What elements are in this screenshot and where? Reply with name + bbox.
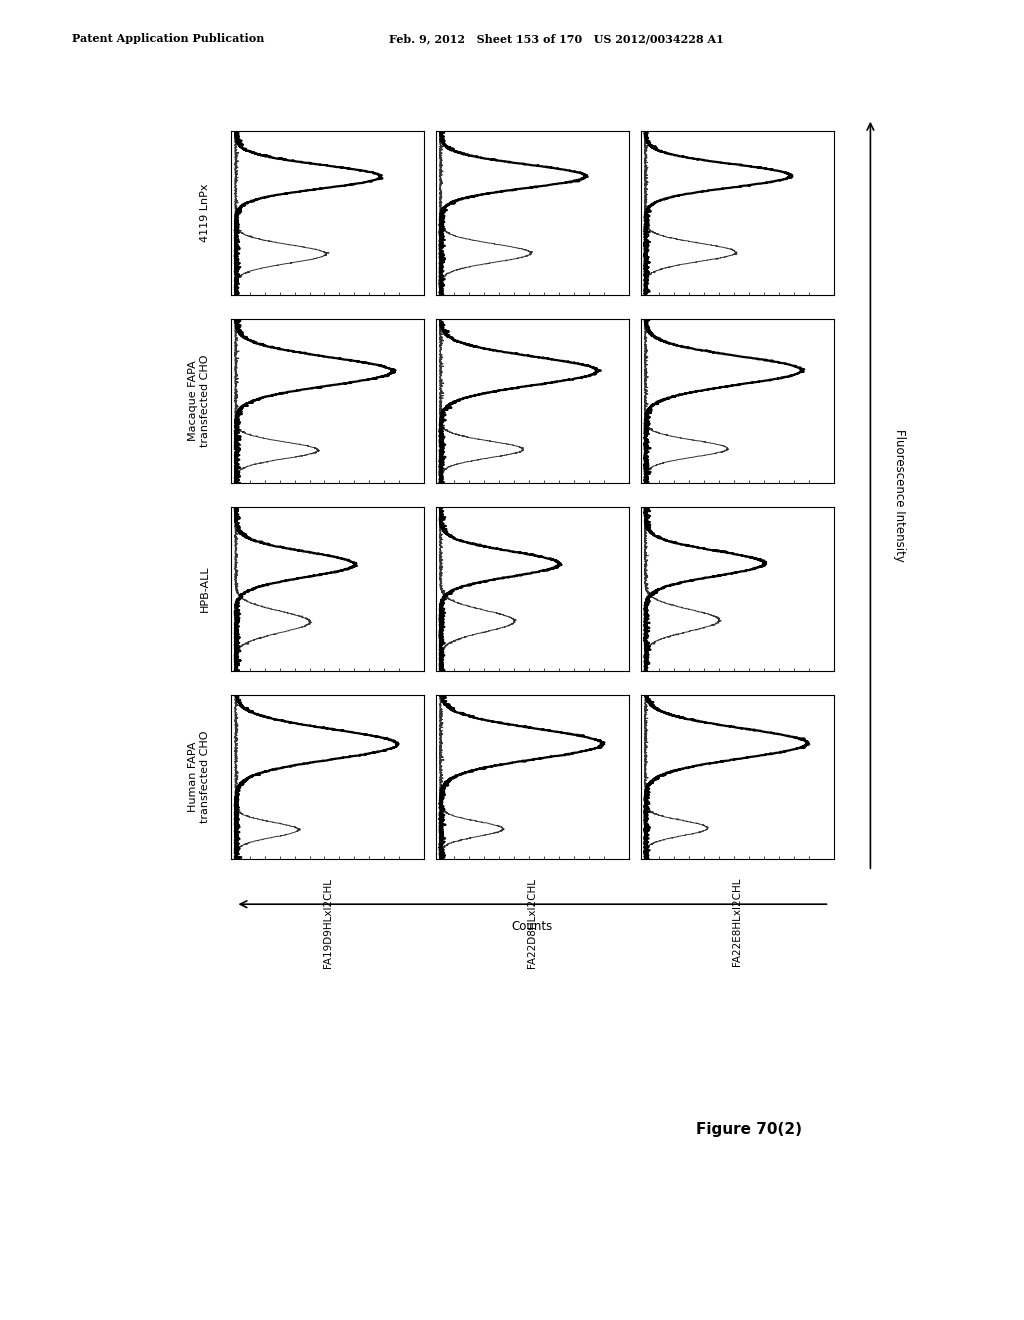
Text: Figure 70(2): Figure 70(2)	[696, 1122, 803, 1137]
Text: Macaque FAPA
transfected CHO: Macaque FAPA transfected CHO	[188, 355, 210, 447]
Text: FA19D9HLxI2CHL: FA19D9HLxI2CHL	[323, 878, 333, 968]
Text: Human FAPA
transfected CHO: Human FAPA transfected CHO	[188, 731, 210, 824]
Text: Patent Application Publication: Patent Application Publication	[72, 33, 264, 44]
Text: Counts: Counts	[512, 920, 553, 933]
Text: 4119 LnPx: 4119 LnPx	[200, 183, 210, 242]
Text: FA22D8HLxI2CHL: FA22D8HLxI2CHL	[527, 878, 538, 968]
Text: HPB-ALL: HPB-ALL	[200, 566, 210, 612]
Text: FA22E8HLxI2CHL: FA22E8HLxI2CHL	[732, 878, 742, 966]
Text: Feb. 9, 2012   Sheet 153 of 170   US 2012/0034228 A1: Feb. 9, 2012 Sheet 153 of 170 US 2012/00…	[389, 33, 724, 44]
Text: Fluorescence Intensity: Fluorescence Intensity	[893, 429, 906, 561]
